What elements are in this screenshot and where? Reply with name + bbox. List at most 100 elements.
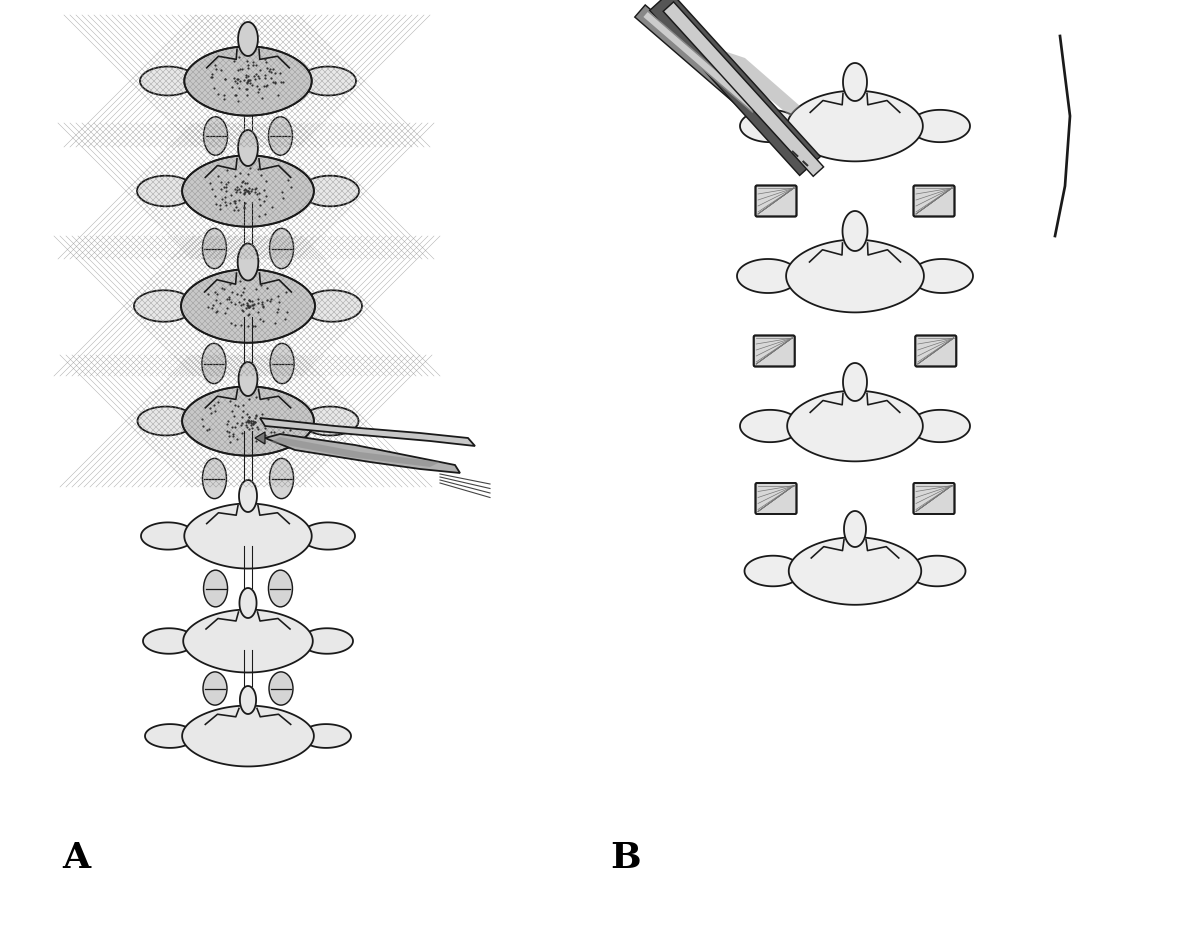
- Point: [262, 292, 281, 307]
- Point: [206, 285, 225, 300]
- Polygon shape: [910, 410, 970, 443]
- Point: [212, 175, 231, 190]
- Point: [244, 414, 263, 429]
- Point: [239, 410, 258, 425]
- Point: [252, 297, 271, 312]
- Point: [263, 76, 282, 91]
- Point: [240, 181, 259, 196]
- Point: [245, 411, 264, 426]
- Point: [250, 192, 269, 207]
- Point: [256, 208, 275, 223]
- Point: [231, 74, 250, 89]
- Polygon shape: [254, 432, 265, 445]
- Point: [252, 434, 271, 449]
- Point: [279, 418, 298, 433]
- Point: [239, 61, 258, 76]
- Polygon shape: [302, 291, 361, 322]
- Point: [228, 72, 247, 87]
- Point: [235, 197, 254, 212]
- Point: [246, 409, 265, 424]
- Ellipse shape: [202, 229, 226, 270]
- Point: [238, 296, 257, 311]
- Point: [268, 305, 287, 320]
- Point: [215, 190, 234, 205]
- Polygon shape: [302, 407, 359, 436]
- Point: [238, 59, 257, 74]
- Point: [222, 80, 241, 95]
- Point: [199, 300, 218, 315]
- Point: [246, 58, 265, 73]
- Point: [241, 184, 260, 199]
- Point: [235, 281, 254, 296]
- Polygon shape: [137, 177, 195, 207]
- Point: [229, 295, 249, 310]
- Polygon shape: [183, 610, 313, 673]
- Point: [226, 318, 245, 333]
- Point: [234, 297, 253, 312]
- Point: [238, 420, 257, 435]
- Point: [228, 95, 247, 110]
- Point: [240, 186, 259, 201]
- Point: [241, 415, 260, 430]
- FancyBboxPatch shape: [913, 484, 955, 515]
- Point: [233, 176, 252, 191]
- Point: [256, 429, 275, 444]
- Polygon shape: [184, 504, 312, 569]
- Point: [197, 423, 216, 438]
- Point: [239, 69, 258, 84]
- FancyBboxPatch shape: [913, 186, 955, 217]
- Point: [218, 424, 237, 439]
- Point: [237, 416, 256, 431]
- Point: [237, 82, 256, 97]
- Point: [227, 416, 246, 431]
- Point: [270, 66, 289, 81]
- Point: [222, 285, 241, 300]
- Point: [239, 300, 258, 314]
- Point: [263, 62, 282, 77]
- Point: [269, 302, 288, 317]
- Point: [278, 305, 297, 320]
- Point: [239, 300, 258, 314]
- Polygon shape: [140, 67, 196, 96]
- Point: [193, 412, 212, 427]
- Polygon shape: [238, 23, 258, 57]
- Point: [239, 414, 258, 429]
- Point: [250, 186, 269, 201]
- Polygon shape: [238, 131, 258, 167]
- Point: [202, 301, 221, 316]
- Point: [243, 319, 262, 334]
- Point: [246, 67, 265, 82]
- Point: [200, 401, 219, 416]
- Point: [233, 174, 252, 189]
- Point: [210, 296, 229, 311]
- Point: [209, 395, 228, 410]
- Ellipse shape: [202, 344, 226, 384]
- Point: [257, 80, 276, 95]
- Polygon shape: [240, 686, 256, 714]
- Point: [225, 169, 244, 184]
- Polygon shape: [911, 259, 973, 294]
- Point: [265, 77, 284, 92]
- Point: [214, 88, 233, 103]
- Point: [237, 82, 256, 97]
- Point: [239, 184, 258, 199]
- Point: [245, 416, 264, 431]
- Polygon shape: [239, 589, 257, 619]
- Point: [238, 414, 257, 429]
- Point: [240, 295, 259, 310]
- Text: B: B: [610, 841, 641, 874]
- Point: [207, 304, 226, 319]
- Point: [213, 281, 232, 296]
- Point: [243, 78, 262, 93]
- Point: [228, 399, 247, 414]
- Point: [219, 426, 238, 441]
- Point: [240, 161, 259, 176]
- Polygon shape: [238, 244, 258, 281]
- Point: [249, 162, 268, 177]
- Point: [201, 176, 220, 191]
- Point: [262, 200, 281, 215]
- Point: [226, 194, 245, 209]
- Point: [239, 422, 258, 437]
- Point: [240, 299, 259, 314]
- Point: [253, 314, 272, 329]
